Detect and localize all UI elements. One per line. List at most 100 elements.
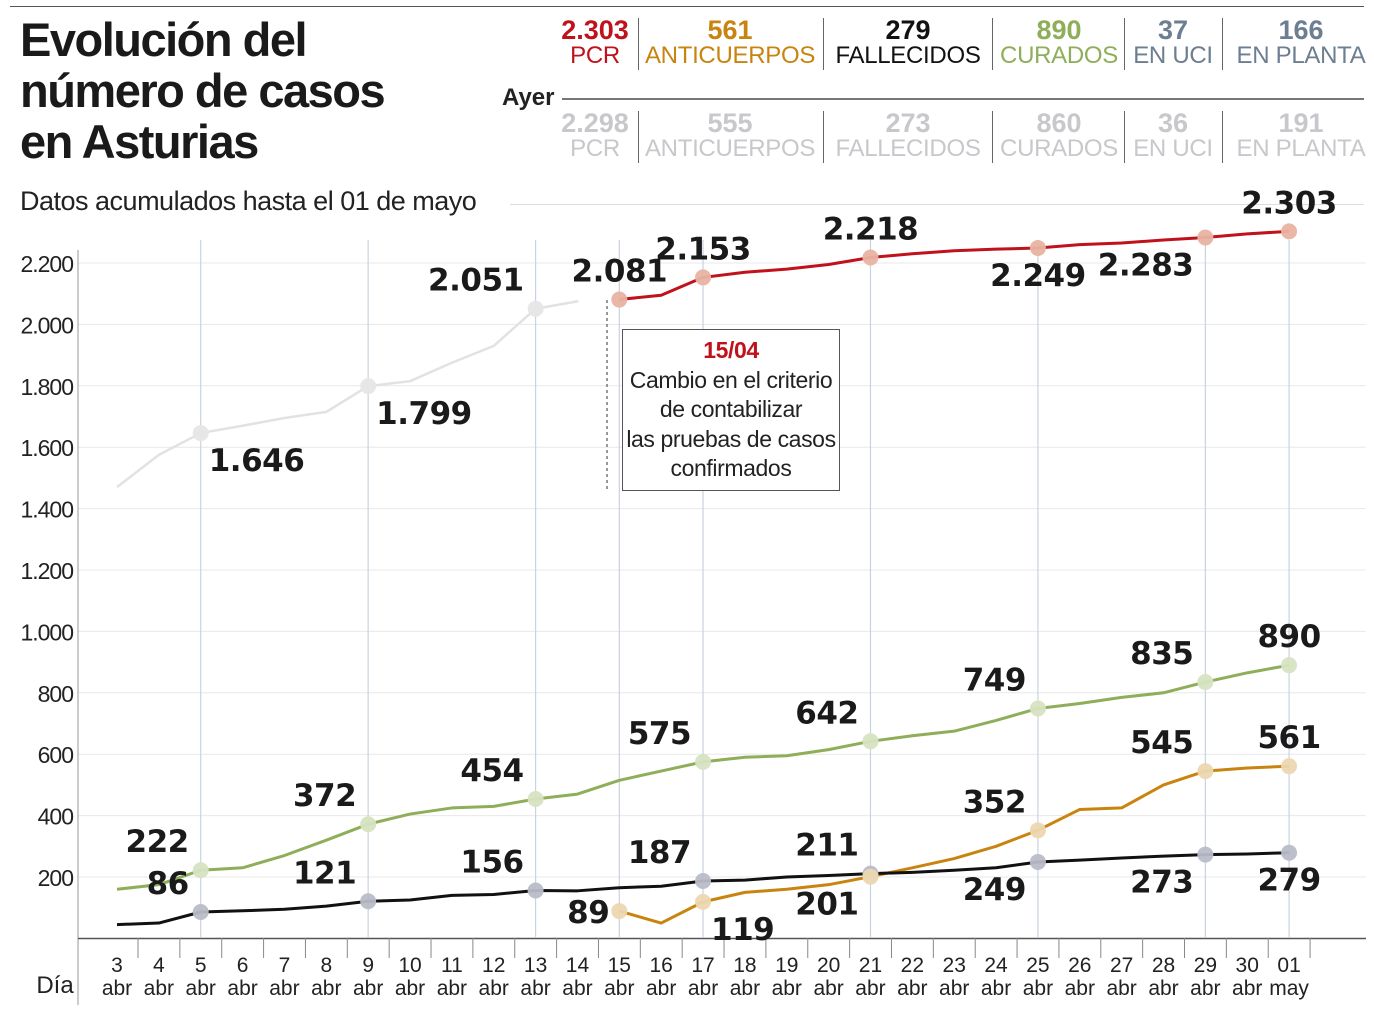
data-point-fallecidos — [360, 893, 377, 910]
x-tick-day: 16 — [650, 954, 673, 977]
data-label-curados: 575 — [628, 716, 691, 752]
x-tick-day: 12 — [482, 954, 505, 977]
data-point-curados — [862, 733, 879, 750]
x-tick-day: 29 — [1194, 954, 1217, 977]
kpi-label: EN UCI — [1133, 42, 1213, 69]
x-tick-day: 19 — [775, 954, 798, 977]
kpi-value: 860 — [1036, 108, 1082, 138]
data-label-pcr: 2.249 — [990, 258, 1086, 294]
y-tick-label: 400 — [38, 804, 74, 830]
kpi-label: CURADOS — [1000, 135, 1118, 162]
x-tick-day: 13 — [524, 954, 547, 977]
data-label-curados: 372 — [293, 778, 356, 814]
data-point-fallecidos — [695, 872, 712, 889]
y-tick-label: 600 — [38, 742, 74, 768]
top-rule — [10, 6, 1364, 7]
data-point-anticuerpos — [611, 903, 628, 920]
x-tick-month: abr — [1065, 977, 1095, 1000]
kpi-label: FALLECIDOS — [835, 135, 981, 162]
x-tick-month: abr — [562, 977, 592, 1000]
x-tick-day: 18 — [733, 954, 756, 977]
x-tick-month: abr — [186, 977, 216, 1000]
data-label-curados: 749 — [963, 662, 1026, 698]
data-point-pcr — [695, 269, 712, 286]
y-tick-label: 2.200 — [20, 251, 73, 277]
kpi-yesterday: 36 EN UCI — [1083, 110, 1263, 162]
series-line-pcr_old — [116, 300, 579, 489]
kpi-separator — [992, 111, 993, 163]
x-tick-month: abr — [269, 977, 299, 1000]
data-label-anticuerpos: 119 — [711, 912, 774, 948]
y-tick-label: 1.200 — [20, 558, 73, 584]
x-tick-month: abr — [855, 977, 885, 1000]
kpi-value: 279 — [885, 15, 931, 45]
data-label-anticuerpos: 352 — [963, 784, 1026, 820]
kpi-separator — [1124, 111, 1125, 163]
x-tick-month: abr — [646, 977, 676, 1000]
data-point-pcr — [611, 291, 628, 308]
note-line: las pruebas de casos — [626, 425, 836, 452]
kpi-yesterday: 555 ANTICUERPOS — [640, 110, 820, 162]
x-tick-month: abr — [939, 977, 969, 1000]
kpi-separator — [638, 111, 639, 163]
x-tick-day: 7 — [279, 954, 291, 977]
x-tick-month: abr — [1148, 977, 1178, 1000]
x-tick-day: 24 — [984, 954, 1008, 977]
data-point-pcr_old — [192, 425, 209, 442]
x-tick-day: 10 — [398, 954, 421, 977]
x-tick-day: 4 — [153, 954, 165, 977]
data-label-curados: 454 — [460, 753, 523, 789]
kpi-label: EN PLANTA — [1236, 42, 1366, 69]
data-point-curados — [695, 753, 712, 770]
kpi-today: 561 ANTICUERPOS — [640, 17, 820, 69]
data-point-curados — [1197, 674, 1214, 691]
x-tick-month: abr — [353, 977, 383, 1000]
note-line: de contabilizar — [659, 396, 803, 422]
data-point-curados — [192, 862, 209, 879]
data-point-pcr — [1029, 239, 1046, 256]
kpi-value: 273 — [885, 108, 931, 138]
x-tick-month: abr — [1232, 977, 1262, 1000]
data-label-curados: 835 — [1130, 636, 1193, 672]
kpi-separator — [638, 18, 639, 70]
kpi-yesterday: 2.298 PCR — [505, 110, 685, 162]
kpi-value: 2.303 — [561, 15, 629, 45]
data-point-pcr — [1197, 229, 1214, 246]
data-point-anticuerpos — [1281, 758, 1298, 775]
data-point-pcr_old — [527, 300, 544, 317]
kpi-separator — [992, 18, 993, 70]
x-tick-month: abr — [102, 977, 132, 1000]
series-line-pcr — [619, 229, 1290, 302]
kpi-value: 191 — [1278, 108, 1324, 138]
x-tick-month: abr — [479, 977, 509, 1000]
x-tick-month: abr — [604, 977, 634, 1000]
data-label-curados: 222 — [126, 824, 189, 860]
kpi-today: 37 EN UCI — [1083, 17, 1263, 69]
x-tick-day: 15 — [608, 954, 631, 977]
kpi-today: 2.303 PCR — [505, 17, 685, 69]
page-title: Evolución del número de casos en Asturia… — [20, 13, 386, 168]
kpi-separator — [1222, 111, 1223, 163]
x-tick-day: 21 — [859, 954, 882, 977]
kpi-yesterday: 860 CURADOS — [969, 110, 1149, 162]
x-tick-day: 28 — [1152, 954, 1175, 977]
kpi-today: 279 FALLECIDOS — [818, 17, 998, 69]
x-tick-day: 6 — [237, 954, 249, 977]
x-tick-month: abr — [520, 977, 550, 1000]
x-tick-month: may — [1269, 977, 1309, 1000]
x-tick-day: 5 — [195, 954, 207, 977]
data-point-fallecidos — [1281, 844, 1298, 861]
x-tick-day: 01 — [1277, 954, 1300, 977]
note-line: Cambio en el criterio — [629, 366, 833, 393]
y-tick-label: 1.400 — [20, 497, 73, 523]
data-point-pcr — [1281, 223, 1298, 240]
data-label-anticuerpos: 545 — [1130, 725, 1193, 761]
data-label-anticuerpos: 561 — [1257, 720, 1320, 756]
kpi-value: 37 — [1157, 15, 1189, 45]
data-point-curados — [1281, 657, 1298, 674]
kpi-value: 36 — [1157, 108, 1189, 138]
data-point-anticuerpos — [1197, 763, 1214, 780]
data-label-anticuerpos: 201 — [795, 887, 858, 923]
subtitle-rule — [510, 204, 1364, 205]
